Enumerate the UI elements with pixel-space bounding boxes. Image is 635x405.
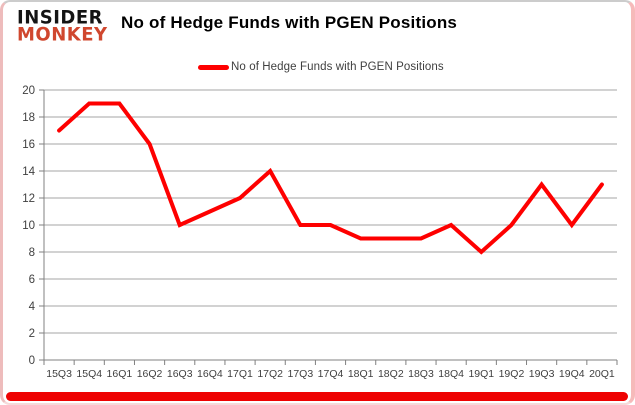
x-axis-label: 18Q1 (348, 368, 374, 380)
x-axis-label: 19Q1 (468, 368, 494, 380)
x-axis-label: 15Q3 (46, 368, 72, 380)
x-axis-label: 17Q2 (257, 368, 283, 380)
y-axis-label: 0 (29, 355, 35, 367)
x-axis-label: 18Q3 (408, 368, 434, 380)
logo-word-monkey: MONKEY (17, 23, 108, 45)
series-line (57, 101, 604, 255)
x-axis-label: 16Q1 (107, 368, 133, 380)
y-axis-label: 2 (29, 328, 35, 340)
y-axis-label: 4 (29, 301, 36, 313)
y-axis-label: 14 (22, 166, 35, 178)
insider-monkey-logo: INSIDER MONKEY (17, 6, 113, 45)
x-axis-label: 20Q1 (589, 368, 615, 380)
x-axis-label: 16Q2 (137, 368, 163, 380)
y-axis-label: 12 (22, 193, 35, 205)
y-axis-label: 8 (29, 247, 35, 259)
x-axis-label: 19Q4 (559, 368, 585, 380)
y-axis-label: 20 (22, 85, 35, 97)
x-axis-label: 16Q4 (197, 368, 223, 380)
x-axis-label: 18Q2 (378, 368, 404, 380)
x-axis-label: 17Q3 (287, 368, 313, 380)
y-axis-label: 6 (29, 274, 35, 286)
legend-label: No of Hedge Funds with PGEN Positions (231, 61, 444, 73)
header: INSIDER MONKEY No of Hedge Funds with PG… (17, 6, 458, 45)
bottom-accent-bar (6, 392, 628, 401)
y-axis-label: 10 (22, 220, 35, 232)
x-axis-label: 19Q2 (499, 368, 525, 380)
x-axis-label: 15Q4 (76, 368, 102, 380)
chart-title: No of Hedge Funds with PGEN Positions (121, 13, 458, 32)
x-axis-label: 18Q4 (438, 368, 464, 380)
legend-line-swatch (198, 64, 229, 70)
line-chart-svg: 0 2 4 6 8 10 12 14 16 18 20 15Q3 15Q4 16Q1 16Q2 16Q3 16Q… (22, 85, 618, 380)
x-axis-label: 19Q3 (529, 368, 555, 380)
y-axis-label: 16 (22, 139, 35, 151)
x-axis-label: 17Q1 (227, 368, 253, 380)
legend: No of Hedge Funds with PGEN Positions (198, 61, 444, 73)
logo-word-insider: INSIDER (17, 6, 104, 29)
y-axis-label: 18 (22, 112, 35, 124)
x-axis-label: 17Q4 (318, 368, 344, 380)
x-axis-label: 16Q3 (167, 368, 193, 380)
